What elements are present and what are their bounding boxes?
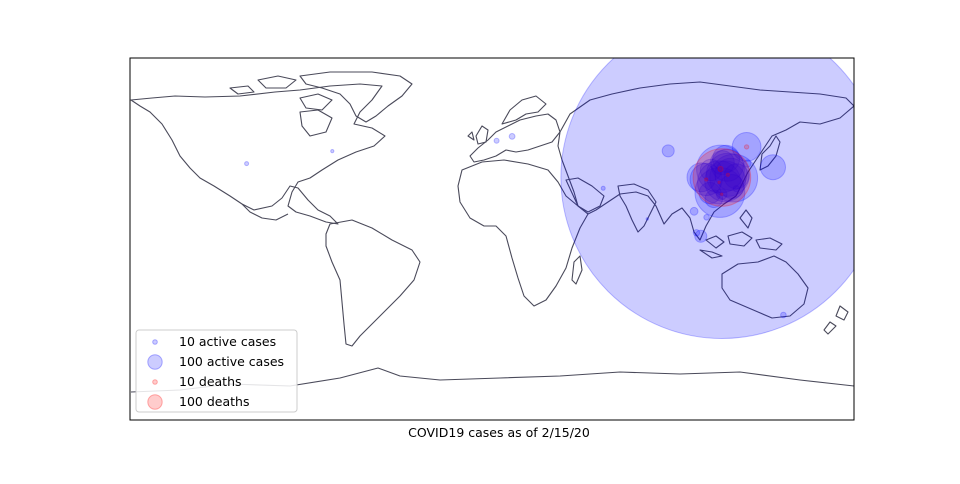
marker-deaths-1 bbox=[717, 165, 724, 173]
marker-active-cases-16 bbox=[709, 150, 735, 176]
marker-active-cases-13 bbox=[719, 174, 745, 199]
series-deaths bbox=[692, 144, 752, 207]
marker-active-cases-33 bbox=[330, 149, 335, 154]
marker-active-cases-25 bbox=[661, 144, 675, 158]
legend-item-deaths-100: 100 deaths bbox=[147, 394, 249, 410]
legend-item-active-10: 10 active cases bbox=[152, 334, 276, 349]
marker-active-cases-23 bbox=[743, 159, 752, 168]
legend-box bbox=[135, 329, 298, 413]
marker-active-cases-5 bbox=[704, 160, 746, 203]
marker-deaths-2 bbox=[743, 144, 750, 150]
south-america-outline bbox=[325, 219, 421, 347]
madagascar-outline bbox=[571, 255, 583, 285]
legend-marker-active-100 bbox=[147, 354, 163, 370]
marker-deaths-6 bbox=[720, 192, 724, 196]
series-active-cases bbox=[244, 58, 854, 339]
marker-deaths-5 bbox=[717, 180, 721, 185]
marker-deaths-3 bbox=[725, 172, 731, 177]
marker-active-cases-9 bbox=[710, 148, 744, 182]
new-zealand-outline bbox=[823, 305, 849, 335]
marker-active-cases-15 bbox=[698, 181, 721, 205]
marker-active-cases-26 bbox=[692, 229, 701, 237]
asia-outline bbox=[557, 81, 854, 241]
marker-active-cases-27 bbox=[703, 214, 710, 221]
marker-active-cases-0 bbox=[560, 58, 854, 339]
coastlines bbox=[130, 71, 854, 393]
gulf-coast bbox=[241, 203, 289, 221]
marker-active-cases-19 bbox=[760, 154, 786, 181]
marker-active-cases-12 bbox=[723, 163, 750, 190]
legend-marker-deaths-10 bbox=[152, 379, 158, 385]
british-isles bbox=[467, 125, 489, 145]
legend-label-deaths-100: 100 deaths bbox=[179, 394, 249, 409]
marker-active-cases-32 bbox=[244, 161, 250, 167]
greenland-outline bbox=[299, 71, 413, 123]
marker-active-cases-30 bbox=[493, 137, 500, 144]
marker-active-cases-21 bbox=[689, 206, 699, 216]
marker-active-cases-24 bbox=[732, 185, 741, 193]
scandinavia-outline bbox=[501, 95, 547, 125]
marker-active-cases-29 bbox=[508, 133, 516, 140]
japan-outline bbox=[759, 135, 781, 171]
marker-active-cases-22 bbox=[715, 188, 728, 200]
marker-active-cases-28 bbox=[780, 311, 787, 319]
marker-active-cases-14 bbox=[699, 158, 723, 182]
legend-item-deaths-10: 10 deaths bbox=[152, 374, 242, 389]
marker-active-cases-18 bbox=[704, 189, 724, 209]
arctic-islands bbox=[229, 75, 333, 111]
marker-active-cases-6 bbox=[705, 152, 751, 197]
marker-active-cases-34 bbox=[645, 217, 649, 221]
legend-label-deaths-10: 10 deaths bbox=[179, 374, 242, 389]
marker-active-cases-7 bbox=[689, 162, 723, 197]
marker-active-cases-4 bbox=[697, 160, 742, 205]
map-area bbox=[130, 58, 854, 393]
map-title: COVID19 cases as of 2/15/20 bbox=[408, 425, 590, 440]
marker-active-cases-11 bbox=[712, 144, 741, 173]
arabian-peninsula bbox=[565, 177, 605, 213]
hudson-bay bbox=[299, 109, 333, 137]
marker-active-cases-8 bbox=[714, 157, 748, 191]
africa-outline bbox=[457, 159, 589, 307]
map-frame bbox=[129, 57, 855, 421]
legend: 10 active cases 100 active cases 10 deat… bbox=[135, 329, 298, 413]
north-america-outline bbox=[130, 83, 386, 225]
marker-active-cases-10 bbox=[686, 162, 717, 193]
india-outline bbox=[617, 183, 657, 233]
legend-label-active-10: 10 active cases bbox=[179, 334, 276, 349]
marker-active-cases-1 bbox=[696, 144, 745, 194]
marker-active-cases-3 bbox=[709, 153, 759, 203]
marker-active-cases-17 bbox=[731, 132, 762, 162]
se-asia-islands bbox=[699, 209, 783, 259]
marker-active-cases-20 bbox=[694, 229, 708, 243]
legend-label-active-100: 100 active cases bbox=[179, 354, 284, 369]
markers-layer bbox=[244, 58, 854, 339]
marker-deaths-0 bbox=[692, 148, 752, 207]
australia-outline bbox=[721, 255, 809, 319]
marker-active-cases-2 bbox=[694, 167, 746, 218]
marker-active-cases-31 bbox=[600, 185, 606, 191]
legend-marker-deaths-100 bbox=[147, 394, 163, 410]
legend-item-active-100: 100 active cases bbox=[147, 354, 284, 370]
marker-deaths-4 bbox=[704, 177, 709, 182]
legend-marker-active-10 bbox=[152, 339, 158, 345]
